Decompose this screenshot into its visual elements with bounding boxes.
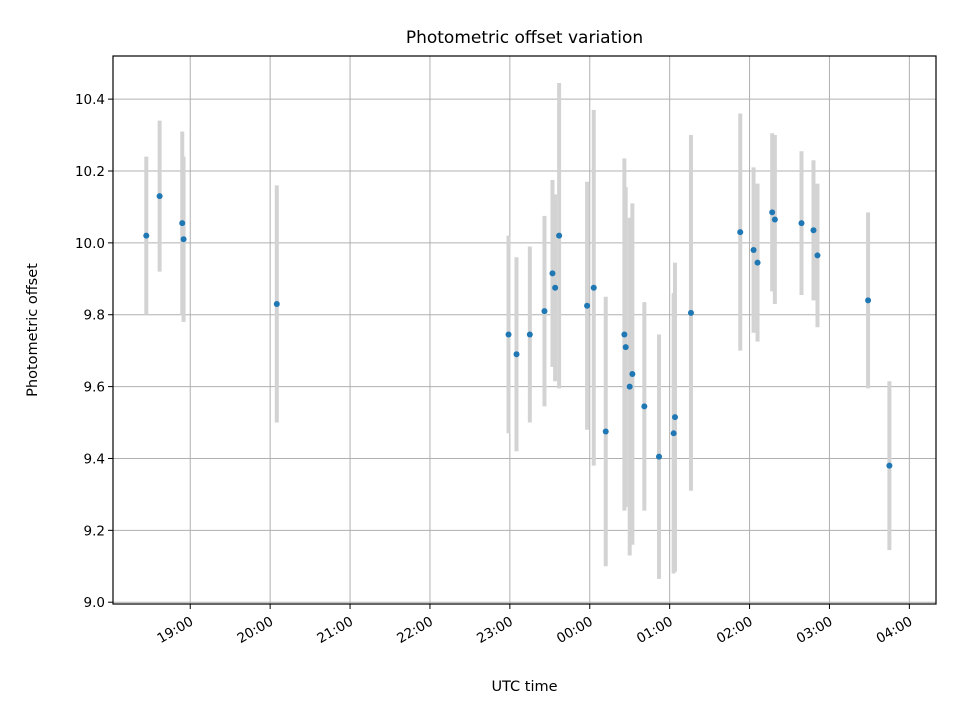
data-point [769,209,776,216]
data-point [737,229,744,236]
data-point [156,193,163,200]
y-tick-label: 9.2 [84,523,105,539]
data-point [622,344,629,351]
data-point [670,430,677,437]
y-tick-label: 10.0 [75,236,105,252]
data-point [865,297,872,304]
grid-lines [113,56,936,604]
x-tick-label: 03:00 [794,614,836,647]
y-tick-label: 10.2 [75,164,105,180]
y-axis-title: Photometric offset [25,263,41,397]
data-point [549,270,556,277]
data-point [629,371,636,378]
data-point [750,247,757,254]
data-point [771,216,778,223]
data-point [626,383,633,390]
error-bars [144,82,892,579]
data-point [814,252,821,259]
data-point [584,302,591,309]
data-point [687,309,694,316]
data-point [798,220,805,227]
data-point [590,284,597,291]
data-point [602,428,609,435]
x-tick-label: 22:00 [394,614,436,647]
data-point [656,453,663,460]
data-point [143,232,150,239]
data-point [556,232,563,239]
x-tick-label: 04:00 [874,614,916,647]
data-point [526,331,533,338]
data-point [810,227,817,234]
data-points [143,193,893,469]
x-tick-label: 19:00 [155,614,197,647]
x-tick-label: 23:00 [474,614,516,647]
y-tick-label: 9.8 [84,308,105,324]
data-point [180,236,187,243]
data-point [541,308,548,315]
x-tick-label: 01:00 [634,614,676,647]
chart-title: Photometric offset variation [406,28,643,48]
data-point [754,259,761,266]
data-point [671,414,678,421]
x-tick-label: 00:00 [554,614,596,647]
plot-area-frame [112,55,937,605]
data-point [641,403,648,410]
x-tick-label: 21:00 [314,614,356,647]
data-point [886,462,893,469]
y-tick-label: 9.6 [84,380,105,396]
data-point [513,351,520,358]
x-tick-label: 02:00 [714,614,756,647]
data-point [179,220,186,227]
data-point [621,331,628,338]
axis-ticks: 19:00 20:00 21:00 22:00 23:00 00:00 01:00 02:00… [75,92,915,647]
data-point [552,284,559,291]
x-axis-title: UTC time [491,679,557,695]
y-tick-label: 9.4 [84,451,105,467]
y-tick-label: 9.0 [84,595,105,611]
data-point [273,300,280,307]
y-tick-label: 10.4 [75,92,105,108]
x-tick-label: 20:00 [234,614,276,647]
data-point [505,331,512,338]
